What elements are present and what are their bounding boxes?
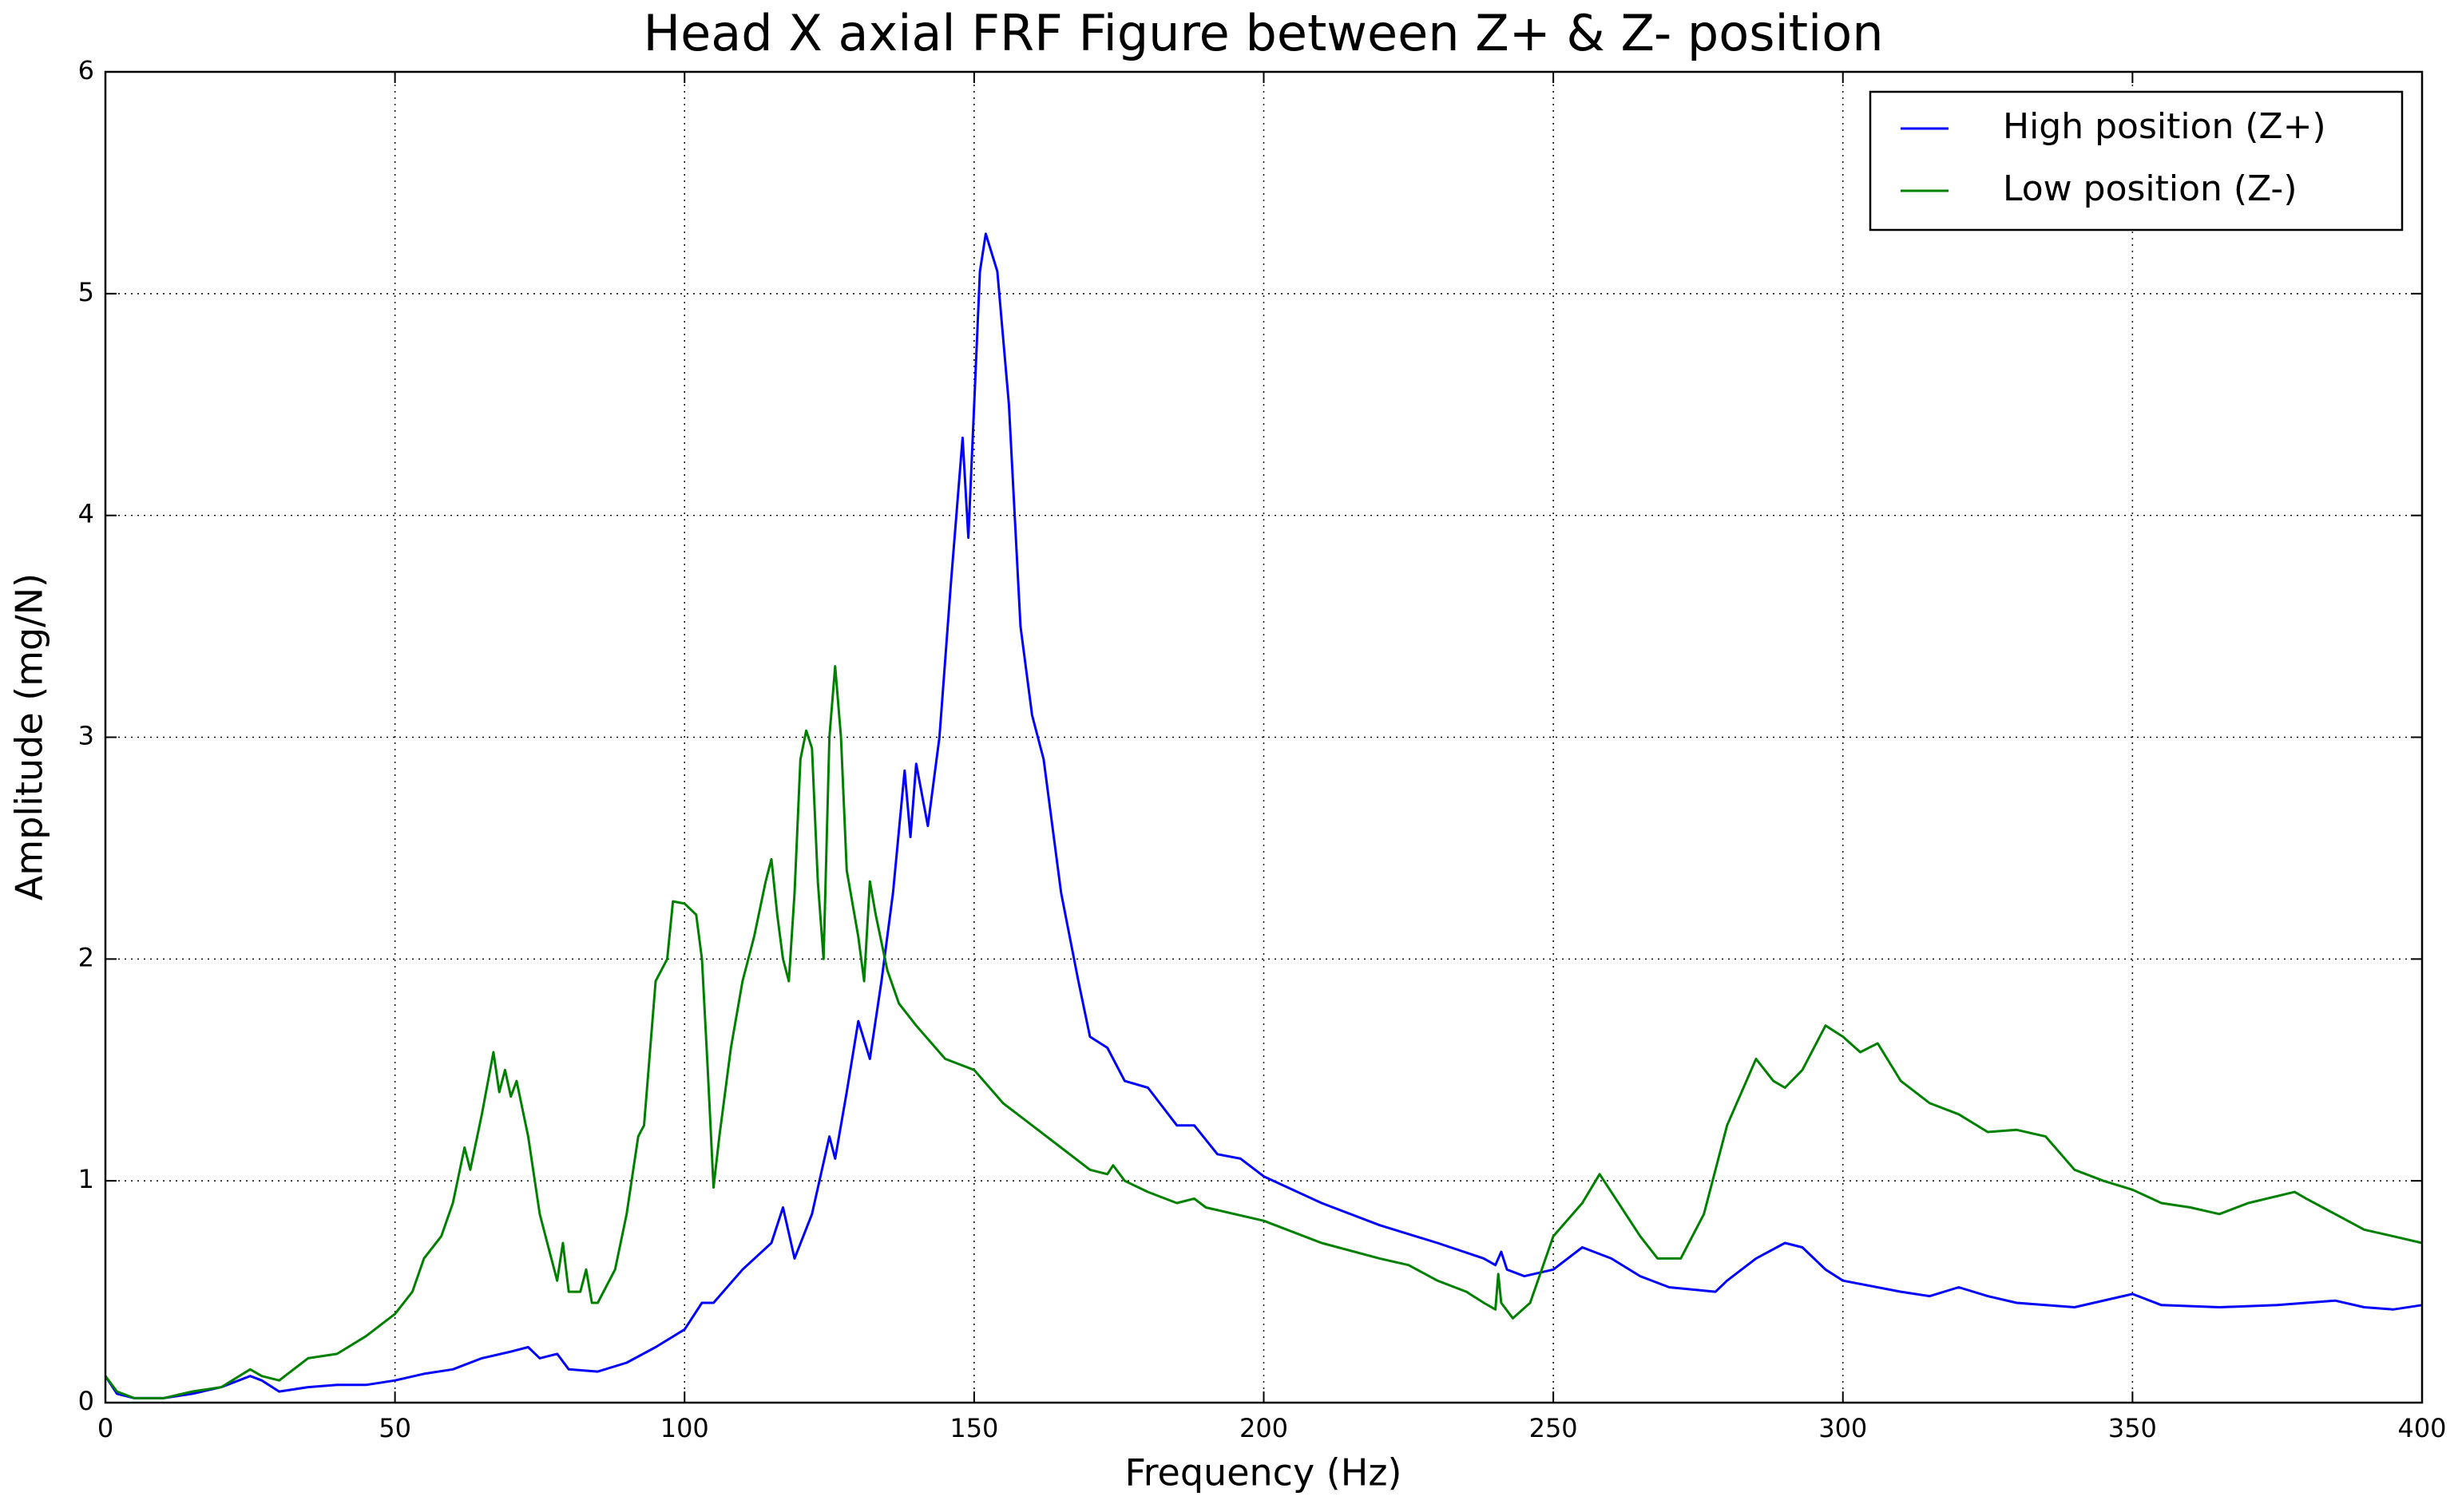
y-tick-label: 4: [78, 499, 94, 529]
legend-box: [1869, 90, 2404, 232]
y-tick-label: 3: [78, 721, 94, 751]
y-tick-label: 6: [78, 55, 94, 85]
y-axis-label: Amplitude (mg/N): [8, 573, 51, 900]
x-tick-label: 0: [97, 1413, 113, 1443]
plot-frame: [104, 70, 2424, 1404]
data-line: [104, 665, 2423, 1399]
y-tick-label: 2: [78, 942, 94, 972]
x-tick-label: 50: [379, 1413, 411, 1443]
legend-label: Low position (Z-): [2003, 168, 2297, 209]
x-axis-label: Frequency (Hz): [1125, 1451, 1402, 1494]
x-tick-label: 300: [1818, 1413, 1867, 1443]
x-tick-label: 250: [1529, 1413, 1578, 1443]
y-tick-label: 0: [78, 1386, 94, 1416]
data-line: [104, 232, 2423, 1399]
chart-title: Head X axial FRF Figure between Z+ & Z- …: [644, 4, 1884, 62]
x-tick-label: 400: [2397, 1413, 2446, 1443]
x-tick-label: 150: [950, 1413, 998, 1443]
x-tick-label: 100: [660, 1413, 709, 1443]
y-tick-label: 1: [78, 1164, 94, 1194]
x-tick-label: 200: [1239, 1413, 1288, 1443]
x-tick-label: 350: [2108, 1413, 2157, 1443]
y-tick-label: 5: [78, 277, 94, 307]
legend-label: High position (Z+): [2003, 106, 2326, 147]
